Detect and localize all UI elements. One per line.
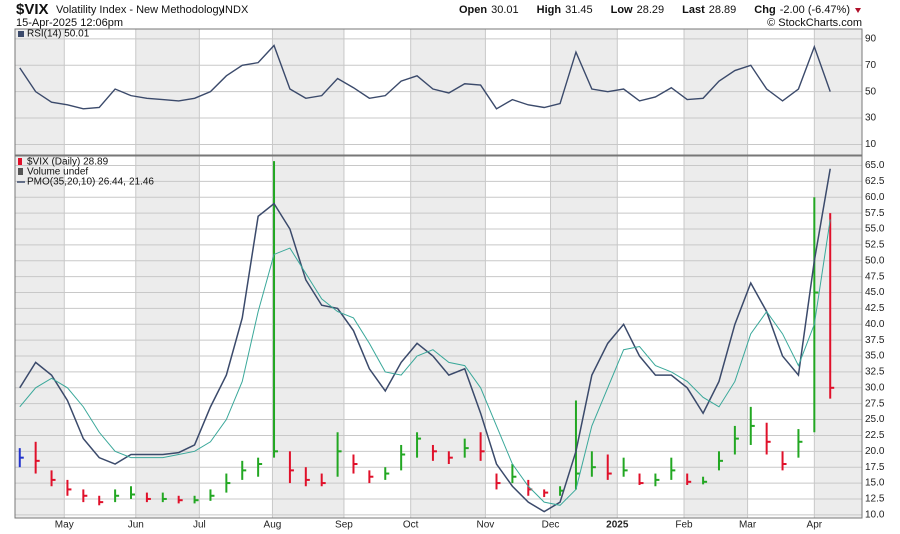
month-band <box>684 156 748 518</box>
y-tick-label: 20.0 <box>865 446 885 457</box>
y-tick-label: 15.0 <box>865 478 885 489</box>
y-tick-label: 70 <box>865 60 877 71</box>
y-tick-label: 12.5 <box>865 494 885 505</box>
y-tick-label: 62.5 <box>865 176 885 187</box>
series-line <box>19 168 831 513</box>
quote-value: 28.29 <box>637 4 665 16</box>
month-band <box>135 156 200 518</box>
month-band <box>272 156 344 518</box>
x-tick-label: Sep <box>335 520 353 531</box>
y-tick-label: 45.0 <box>865 287 885 298</box>
x-tick-label: Oct <box>403 520 419 531</box>
x-tick-label: Apr <box>807 520 823 531</box>
y-tick-label: 37.5 <box>865 335 885 346</box>
y-tick-label: 57.5 <box>865 208 885 219</box>
y-tick-label: 32.5 <box>865 367 885 378</box>
x-tick-label: Feb <box>675 520 693 531</box>
quote-label: Open <box>459 4 487 16</box>
quote-value: 31.45 <box>565 4 593 16</box>
legend-entry: PMO(35,20,10) 26.44, <box>27 177 126 188</box>
volume-label: Volume undef <box>27 167 88 178</box>
quote-label: Low <box>611 4 633 16</box>
y-tick-label: 42.5 <box>865 303 885 314</box>
legend-entry: RSI(14) 50.01 <box>27 29 90 40</box>
x-tick-label: Jul <box>193 520 206 531</box>
y-tick-label: 52.5 <box>865 240 885 251</box>
y-tick-label: 10 <box>865 139 877 150</box>
x-tick-label: May <box>55 520 74 531</box>
date: 15-Apr-2025 12:06pm <box>16 17 123 29</box>
y-tick-label: 50.0 <box>865 255 885 266</box>
security-name: Volatility Index - New Methodology <box>56 4 225 16</box>
y-tick-label: 10.0 <box>865 509 885 520</box>
panel-frame <box>14 28 863 156</box>
month-band <box>814 156 862 518</box>
series-line <box>19 44 831 110</box>
x-tick-label: Aug <box>264 520 282 531</box>
y-tick-label: 50 <box>865 86 877 97</box>
quote-label: Last <box>682 4 705 16</box>
y-tick-label: 30.0 <box>865 382 885 393</box>
down-arrow <box>855 8 861 13</box>
quote: -2.00 (-6.47%) Chg 28.89 Last 28.29 Low 31.45H… <box>459 4 861 16</box>
panels: 10 30 50 70 90 RSI(14) 50.01 10.0 12.5 15.0 17.5 2… <box>14 28 885 531</box>
legend-swatch <box>18 168 23 175</box>
y-tick-label: 55.0 <box>865 224 885 235</box>
y-tick-label: 30 <box>865 113 877 124</box>
x-tick-label: Mar <box>739 520 757 531</box>
legend-swatch <box>18 158 22 165</box>
first-band <box>15 156 65 518</box>
x-tick-label: Jun <box>128 520 144 531</box>
watermark: © StockCharts.com <box>767 17 862 29</box>
legend-swatch <box>18 31 24 37</box>
y-tick-label: 35.0 <box>865 351 885 362</box>
y-tick-label: 25.0 <box>865 414 885 425</box>
exchange: INDX <box>222 4 249 16</box>
y-tick-label: 40.0 <box>865 319 885 330</box>
quote-label: High <box>537 4 562 16</box>
panel-frame <box>14 155 863 519</box>
y-tick-label: 60.0 <box>865 192 885 203</box>
legend-entry: $VIX (Daily) 28.89 <box>27 157 109 168</box>
series-line <box>19 219 831 506</box>
quote-label: Chg <box>754 4 775 16</box>
legend-entry: 21.46 <box>129 177 154 188</box>
quote-value: -2.00 (-6.47%) <box>780 4 850 16</box>
x-tick-label: 2025 <box>606 520 629 531</box>
x-tick-label: Dec <box>542 520 560 531</box>
y-tick-label: 27.5 <box>865 398 885 409</box>
quote-value: 30.01 <box>491 4 519 16</box>
quote-value: 28.89 <box>709 4 737 16</box>
y-tick-label: 47.5 <box>865 271 885 282</box>
y-tick-label: 65.0 <box>865 160 885 171</box>
y-tick-label: 22.5 <box>865 430 885 441</box>
x-tick-label: Nov <box>476 520 494 531</box>
y-tick-label: 17.5 <box>865 462 885 473</box>
symbol: $VIX <box>16 1 49 18</box>
y-tick-label: 90 <box>865 34 877 45</box>
